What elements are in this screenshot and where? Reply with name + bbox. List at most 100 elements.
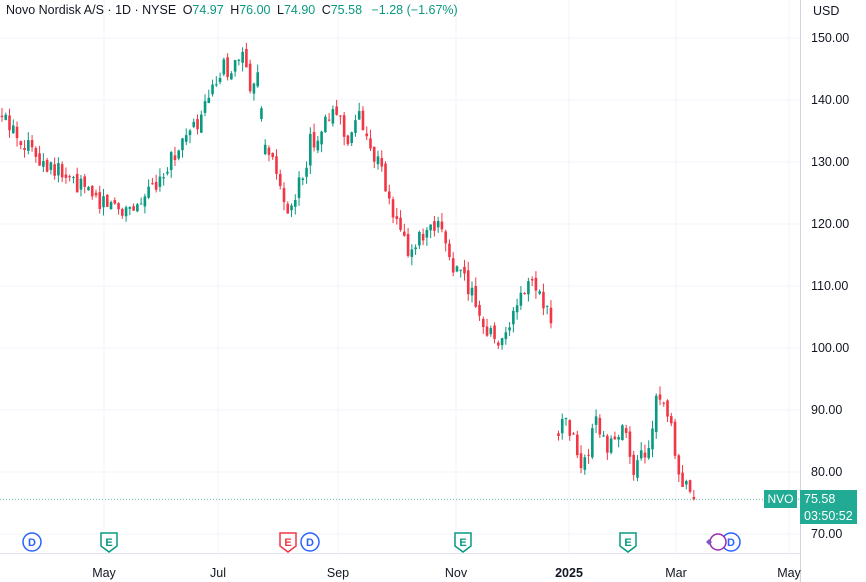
candle-body — [346, 135, 350, 145]
candle-body — [75, 173, 79, 193]
candle-body — [451, 258, 455, 273]
candle-body — [598, 417, 602, 435]
symbol-tag: NVO — [764, 490, 797, 508]
candle-body — [677, 455, 681, 475]
candle-body — [327, 119, 331, 121]
candle-body — [478, 304, 481, 316]
candle-body — [320, 131, 323, 145]
candle-body — [192, 121, 196, 127]
candle-body — [594, 416, 598, 425]
earnings-marker[interactable]: E — [454, 532, 472, 553]
candle-body — [339, 115, 342, 117]
price-tick-label: 150.00 — [811, 31, 849, 45]
candle-body — [387, 191, 391, 199]
candle-body — [19, 141, 23, 146]
candle-body — [523, 293, 526, 295]
currency-label[interactable]: USD — [813, 4, 840, 18]
candle-body — [199, 114, 203, 133]
candle-body — [643, 452, 647, 458]
candle-body — [4, 114, 8, 120]
candle-body — [237, 59, 241, 61]
price-tick-label: 120.00 — [811, 217, 849, 231]
candle-body — [493, 325, 496, 339]
candle-body — [658, 394, 662, 400]
candle-body — [433, 221, 436, 231]
high-key: H — [230, 3, 240, 17]
earnings-marker[interactable]: E — [100, 532, 118, 553]
candle-body — [624, 428, 628, 433]
candle-body — [459, 269, 463, 271]
earnings-marker[interactable]: E — [619, 532, 637, 553]
candle-body — [45, 159, 49, 172]
candle-body — [639, 450, 643, 459]
candles — [0, 42, 696, 501]
dividend-marker[interactable]: D — [300, 532, 320, 552]
open-value: 74.97 — [192, 3, 224, 17]
time-tick-label: Jul — [210, 566, 226, 580]
price-axis[interactable]: 150.00 140.00 130.00 120.00 110.00 100.00 90.0… — [811, 31, 849, 541]
time-axis[interactable]: May Jul Sep Nov 2025 Mar May — [92, 566, 801, 580]
symbol-title[interactable]: Novo Nordisk A/S · 1D · NYSE — [6, 3, 177, 17]
candle-body — [49, 162, 53, 170]
candle-body — [410, 249, 414, 257]
time-tick-label: Nov — [445, 566, 468, 580]
candle-body — [617, 437, 620, 440]
dividend-marker[interactable]: D — [22, 532, 42, 552]
candle-body — [309, 133, 312, 166]
sparkle-icon[interactable] — [706, 533, 727, 551]
candle-body — [136, 204, 139, 212]
candle-body — [342, 115, 346, 137]
earnings-badge — [100, 532, 118, 553]
bar-countdown: 03:50:52 — [800, 508, 857, 524]
candle-body — [444, 231, 447, 244]
candle-body — [109, 202, 113, 210]
dividend-marker[interactable]: D — [721, 532, 741, 552]
earnings-badge — [619, 532, 637, 553]
candle-body — [651, 428, 654, 450]
candle-body — [591, 428, 594, 458]
candle-body — [38, 153, 41, 166]
event-marker-label: E — [459, 537, 466, 549]
candle-body — [429, 224, 432, 231]
candle-body — [497, 342, 500, 346]
candle-body — [271, 153, 275, 158]
candle-body — [538, 291, 541, 294]
candle-body — [188, 130, 192, 136]
price-tick-label: 90.00 — [811, 403, 842, 417]
candle-body — [666, 400, 669, 417]
event-marker-label: D — [727, 537, 735, 549]
candle-body — [669, 416, 673, 424]
candle-body — [218, 77, 222, 83]
symbol-legend: Novo Nordisk A/S · 1D · NYSE O74.97 H76.… — [6, 3, 458, 17]
candle-body — [372, 146, 376, 162]
candle-body — [335, 106, 338, 115]
candle-body — [154, 182, 158, 190]
candle-body — [226, 57, 229, 78]
candle-body — [485, 326, 489, 336]
event-marker-label: E — [284, 537, 291, 549]
candle-body — [207, 97, 211, 104]
earnings-marker[interactable]: E — [279, 532, 297, 553]
close-value: 75.58 — [330, 3, 363, 17]
open-key: O — [182, 3, 193, 17]
change-value: −1.28 (−1.67%) — [371, 3, 458, 17]
candle-body — [30, 140, 34, 148]
candle-body — [636, 460, 639, 478]
candle-body — [418, 231, 421, 246]
price-tick-label: 80.00 — [811, 465, 842, 479]
candle-body — [27, 140, 30, 151]
candle-body — [609, 438, 613, 453]
event-marker-label: D — [28, 537, 36, 549]
candle-body — [87, 187, 90, 191]
candle-body — [11, 125, 15, 134]
candle-body — [79, 178, 83, 190]
earnings-badge — [454, 532, 472, 553]
candle-body — [128, 207, 132, 209]
candle-body — [181, 138, 184, 151]
dividend-badge — [300, 532, 320, 552]
candle-body — [113, 200, 117, 204]
candle-body — [549, 307, 553, 324]
candle-body — [275, 156, 278, 174]
